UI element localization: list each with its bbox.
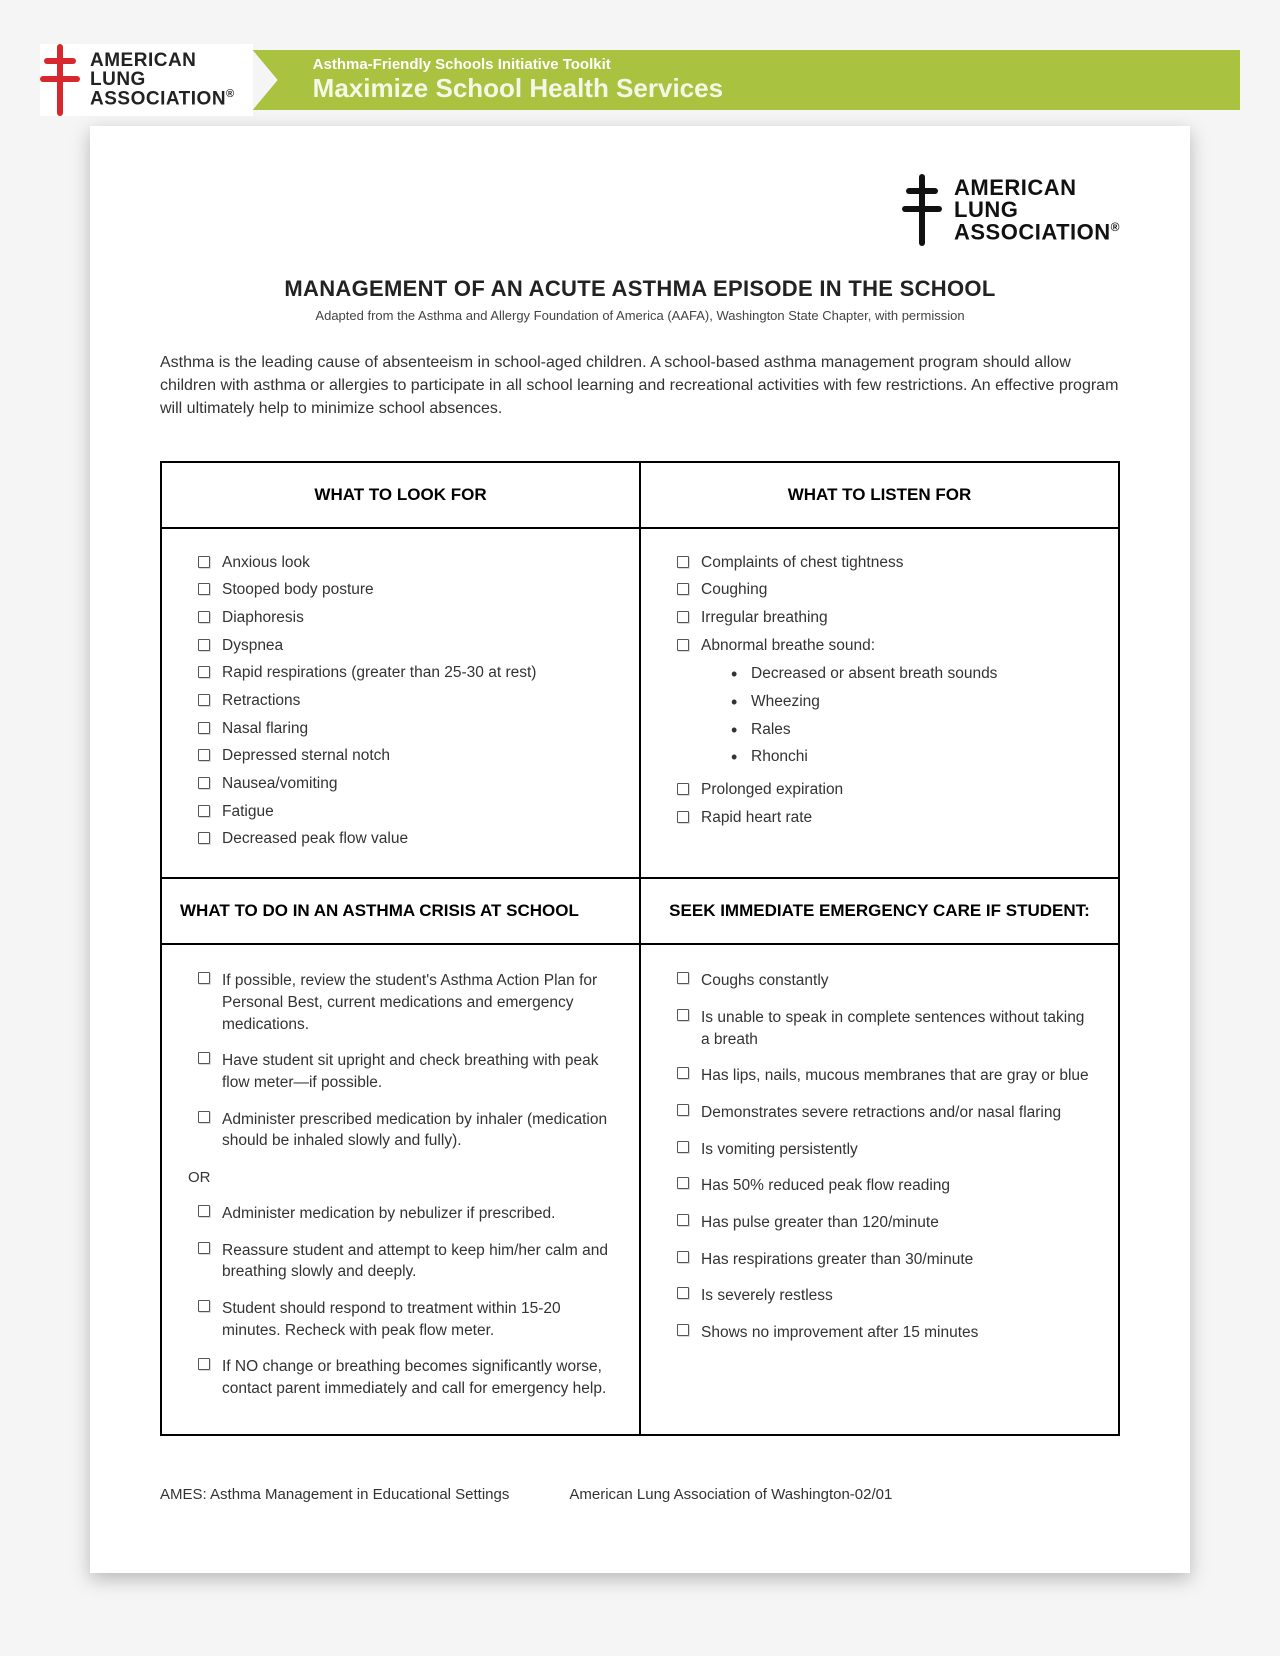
- cell-listen: Complaints of chest tightnessCoughingIrr…: [640, 528, 1119, 879]
- banner-big: Maximize School Health Services: [313, 73, 1240, 104]
- cross-icon: [40, 44, 80, 116]
- logo-line3: ASSOCIATION®: [90, 89, 235, 108]
- list-item: If NO change or breathing becomes signif…: [188, 1351, 613, 1409]
- list-item: Prolonged expiration: [667, 776, 1092, 804]
- footer: AMES: Asthma Management in Educational S…: [160, 1486, 1120, 1503]
- inner-logo-text: AMERICAN LUNG ASSOCIATION®: [954, 177, 1120, 243]
- or-label: OR: [188, 1162, 613, 1198]
- header-emergency: SEEK IMMEDIATE EMERGENCY CARE IF STUDENT…: [640, 878, 1119, 944]
- intro-paragraph: Asthma is the leading cause of absenteei…: [160, 351, 1120, 421]
- list-item: Is vomiting persistently: [667, 1134, 1092, 1171]
- list-item: Rales: [731, 716, 1092, 744]
- cell-crisis: If possible, review the student's Asthma…: [161, 944, 640, 1435]
- list-item: If possible, review the student's Asthma…: [188, 965, 613, 1045]
- logo-block: AMERICAN LUNG ASSOCIATION®: [40, 44, 253, 116]
- list-item: Is severely restless: [667, 1280, 1092, 1317]
- logo-text: AMERICAN LUNG ASSOCIATION®: [90, 51, 235, 108]
- list-item: Student should respond to treatment with…: [188, 1293, 613, 1351]
- cell-look: Anxious lookStooped body postureDiaphore…: [161, 528, 640, 879]
- document-page: AMERICAN LUNG ASSOCIATION® MANAGEMENT OF…: [90, 126, 1190, 1573]
- list-item: Administer medication by nebulizer if pr…: [188, 1198, 613, 1235]
- list-item: Demonstrates severe retractions and/or n…: [667, 1097, 1092, 1134]
- list-item: Nasal flaring: [188, 715, 613, 743]
- listen-sublist: Decreased or absent breath soundsWheezin…: [701, 656, 1092, 773]
- list-item: Rapid heart rate: [667, 804, 1092, 832]
- list-item: Complaints of chest tightness: [667, 549, 1092, 577]
- list-item: Decreased peak flow value: [188, 825, 613, 853]
- list-item: Coughs constantly: [667, 965, 1092, 1002]
- emergency-list: Coughs constantlyIs unable to speak in c…: [667, 965, 1092, 1354]
- list-item: Has lips, nails, mucous membranes that a…: [667, 1060, 1092, 1097]
- list-item: Rhonchi: [731, 743, 1092, 771]
- list-item: Stooped body posture: [188, 576, 613, 604]
- page-subtitle: Adapted from the Asthma and Allergy Foun…: [160, 308, 1120, 323]
- list-item: Have student sit upright and check breat…: [188, 1045, 613, 1103]
- listen-list: Complaints of chest tightnessCoughingIrr…: [667, 549, 1092, 832]
- header-listen: WHAT TO LISTEN FOR: [640, 462, 1119, 528]
- list-item: Has respirations greater than 30/minute: [667, 1244, 1092, 1281]
- look-list: Anxious lookStooped body postureDiaphore…: [188, 549, 613, 854]
- list-item: Retractions: [188, 687, 613, 715]
- list-item: Nausea/vomiting: [188, 770, 613, 798]
- header-look: WHAT TO LOOK FOR: [161, 462, 640, 528]
- logo-line1: AMERICAN: [90, 51, 235, 70]
- page-title: MANAGEMENT OF AN ACUTE ASTHMA EPISODE IN…: [160, 276, 1120, 302]
- footer-right: American Lung Association of Washington-…: [569, 1486, 892, 1503]
- list-item: Reassure student and attempt to keep him…: [188, 1235, 613, 1293]
- list-item: Fatigue: [188, 798, 613, 826]
- asthma-table: WHAT TO LOOK FOR WHAT TO LISTEN FOR Anxi…: [160, 461, 1120, 1436]
- header-banner: AMERICAN LUNG ASSOCIATION® Asthma-Friend…: [40, 40, 1240, 120]
- list-item: Depressed sternal notch: [188, 742, 613, 770]
- banner-small: Asthma-Friendly Schools Initiative Toolk…: [313, 56, 1240, 73]
- list-item: Shows no improvement after 15 minutes: [667, 1317, 1092, 1354]
- header-crisis: WHAT TO DO IN AN ASTHMA CRISIS AT SCHOOL: [161, 878, 640, 944]
- cell-emergency: Coughs constantlyIs unable to speak in c…: [640, 944, 1119, 1435]
- list-item: Irregular breathing: [667, 604, 1092, 632]
- list-item: Dyspnea: [188, 632, 613, 660]
- list-item: Rapid respirations (greater than 25-30 a…: [188, 659, 613, 687]
- list-item: Administer prescribed medication by inha…: [188, 1104, 613, 1162]
- list-item: Wheezing: [731, 688, 1092, 716]
- cross-icon: [902, 174, 942, 246]
- footer-left: AMES: Asthma Management in Educational S…: [160, 1486, 509, 1503]
- list-item: Has pulse greater than 120/minute: [667, 1207, 1092, 1244]
- green-banner: Asthma-Friendly Schools Initiative Toolk…: [253, 50, 1240, 110]
- list-item: Is unable to speak in complete sentences…: [667, 1002, 1092, 1060]
- list-item: Anxious look: [188, 549, 613, 577]
- inner-logo: AMERICAN LUNG ASSOCIATION®: [160, 174, 1120, 246]
- list-item: Decreased or absent breath sounds: [731, 660, 1092, 688]
- list-item: Has 50% reduced peak flow reading: [667, 1170, 1092, 1207]
- list-item: Abnormal breathe sound:Decreased or abse…: [667, 632, 1092, 776]
- logo-line2: LUNG: [90, 70, 235, 89]
- list-item: Coughing: [667, 576, 1092, 604]
- list-item: Diaphoresis: [188, 604, 613, 632]
- crisis-list: If possible, review the student's Asthma…: [188, 965, 613, 1410]
